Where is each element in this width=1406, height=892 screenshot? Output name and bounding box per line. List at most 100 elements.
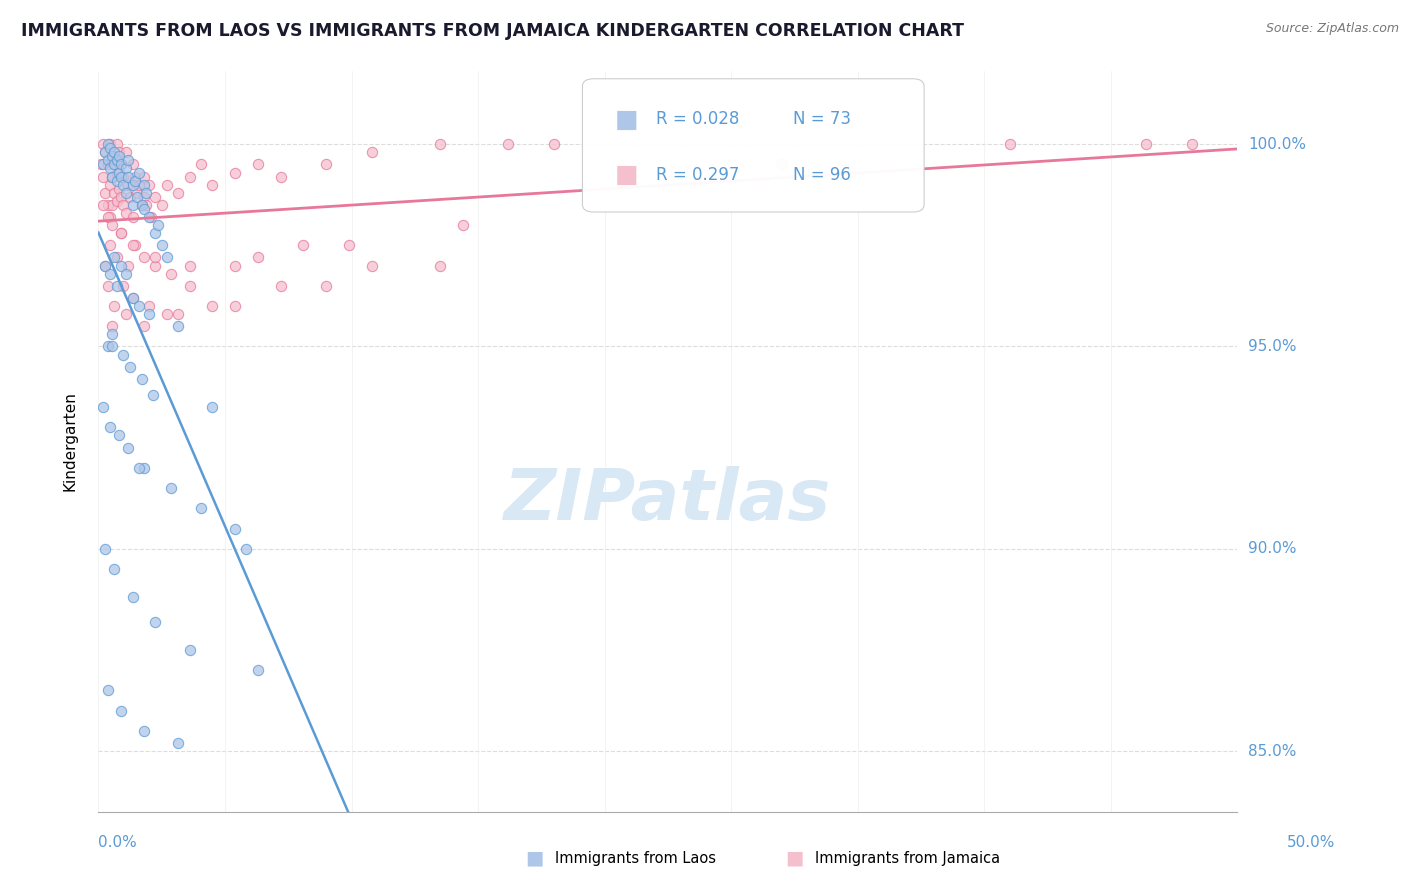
Point xyxy=(101,169,124,184)
Point xyxy=(167,736,190,750)
Point xyxy=(94,259,117,273)
Point xyxy=(131,198,153,212)
Point xyxy=(121,291,143,305)
Point xyxy=(179,259,201,273)
Text: Immigrants from Laos: Immigrants from Laos xyxy=(555,851,717,865)
Text: ■: ■ xyxy=(614,163,638,187)
Point xyxy=(117,169,139,184)
Point xyxy=(498,137,520,152)
Point xyxy=(145,259,167,273)
Point xyxy=(114,161,136,176)
Point xyxy=(138,299,160,313)
Point xyxy=(120,359,142,374)
Point xyxy=(224,259,246,273)
Point xyxy=(110,226,132,240)
Point xyxy=(770,157,793,171)
Point xyxy=(150,198,173,212)
Point xyxy=(156,178,179,192)
Point xyxy=(121,210,143,224)
Point xyxy=(190,501,212,516)
Point xyxy=(103,562,125,576)
Point xyxy=(101,149,124,163)
Point xyxy=(110,157,132,171)
Point xyxy=(112,198,135,212)
Text: ZIPatlas: ZIPatlas xyxy=(505,467,831,535)
Point xyxy=(138,307,160,321)
Point xyxy=(108,165,131,179)
Point xyxy=(429,259,451,273)
Point xyxy=(112,178,135,192)
Point xyxy=(105,278,128,293)
Point xyxy=(117,441,139,455)
Point xyxy=(98,267,121,281)
Point xyxy=(246,663,269,677)
Text: IMMIGRANTS FROM LAOS VS IMMIGRANTS FROM JAMAICA KINDERGARTEN CORRELATION CHART: IMMIGRANTS FROM LAOS VS IMMIGRANTS FROM … xyxy=(21,22,965,40)
Point xyxy=(96,339,118,353)
Text: Immigrants from Jamaica: Immigrants from Jamaica xyxy=(815,851,1001,865)
Point xyxy=(142,388,165,402)
Point xyxy=(132,723,155,738)
Point xyxy=(98,141,121,155)
Point xyxy=(114,145,136,160)
Point xyxy=(101,327,124,342)
Point xyxy=(91,169,114,184)
Point xyxy=(145,615,167,629)
Point xyxy=(114,206,136,220)
Point xyxy=(105,194,128,208)
Point xyxy=(120,190,142,204)
Point xyxy=(105,165,128,179)
FancyBboxPatch shape xyxy=(582,78,924,212)
Point xyxy=(131,198,153,212)
Point xyxy=(150,238,173,252)
Point xyxy=(117,259,139,273)
Point xyxy=(98,161,121,176)
Point xyxy=(128,178,150,192)
Point xyxy=(146,218,169,232)
Point xyxy=(201,400,224,414)
Point xyxy=(160,267,183,281)
Point xyxy=(105,137,128,152)
Point xyxy=(292,238,315,252)
Point xyxy=(543,137,565,152)
Point xyxy=(145,226,167,240)
Point xyxy=(98,210,121,224)
Point xyxy=(121,291,143,305)
Point xyxy=(91,400,114,414)
Point xyxy=(128,299,150,313)
Point xyxy=(101,198,124,212)
Point xyxy=(156,307,179,321)
Point xyxy=(190,157,212,171)
Point xyxy=(108,182,131,196)
Point xyxy=(101,169,124,184)
Point xyxy=(139,210,162,224)
Point xyxy=(103,299,125,313)
Point xyxy=(360,145,382,160)
Point xyxy=(145,251,167,265)
Point xyxy=(131,372,153,386)
Point xyxy=(132,460,155,475)
Point xyxy=(138,178,160,192)
Point xyxy=(156,251,179,265)
Point xyxy=(110,704,132,718)
Text: N = 73: N = 73 xyxy=(793,111,851,128)
Point xyxy=(112,347,135,361)
Point xyxy=(103,145,125,160)
Point xyxy=(96,278,118,293)
Point xyxy=(110,169,132,184)
Point xyxy=(94,259,117,273)
Point xyxy=(429,137,451,152)
Point xyxy=(101,149,124,163)
Point xyxy=(98,178,121,192)
Point xyxy=(114,267,136,281)
Point xyxy=(235,541,257,556)
Point xyxy=(96,683,118,698)
Text: ■: ■ xyxy=(785,848,804,868)
Point xyxy=(98,420,121,434)
Point xyxy=(160,481,183,495)
Point xyxy=(98,137,121,152)
Point xyxy=(121,178,143,192)
Point xyxy=(224,165,246,179)
Point xyxy=(1135,137,1157,152)
Point xyxy=(117,153,139,168)
Point xyxy=(90,157,112,171)
